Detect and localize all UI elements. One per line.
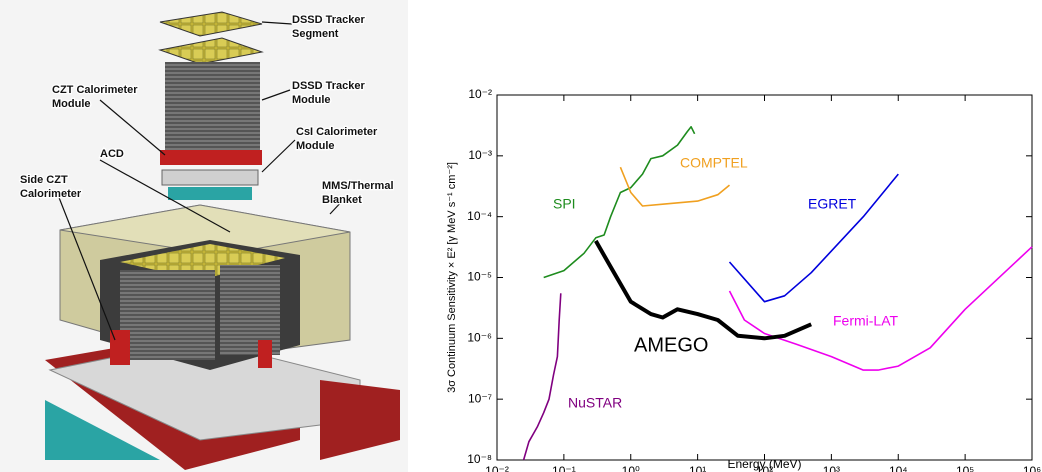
x-tick-label: 10⁰ (622, 464, 640, 472)
y-tick-label: 10⁻⁵ (467, 270, 492, 284)
series-label: AMEGO (634, 334, 708, 356)
callout-label: DSSD Tracker (292, 80, 365, 92)
series-line (620, 167, 729, 206)
series-label: NuSTAR (568, 395, 622, 411)
callout-label: CZT Calorimeter (52, 84, 138, 96)
series-line (524, 293, 561, 460)
callout-label: Segment (292, 28, 339, 40)
y-tick-label: 10⁻⁸ (467, 452, 492, 466)
series-line (596, 241, 811, 338)
series-line (730, 247, 1033, 370)
x-tick-label: 10⁶ (1023, 464, 1041, 472)
x-tick-label: 10³ (823, 464, 840, 472)
y-axis-label: 3σ Continuum Sensitivity × E² [γ MeV s⁻¹… (446, 162, 458, 393)
callout-label: DSSD Tracker (292, 14, 365, 26)
series-label: EGRET (808, 196, 857, 212)
y-tick-label: 10⁻⁷ (468, 391, 492, 405)
y-tick-label: 10⁻³ (468, 148, 492, 162)
callout-label: Blanket (322, 194, 362, 206)
x-tick-label: 10⁵ (956, 464, 974, 472)
callout-label: Module (292, 94, 331, 106)
series-line (730, 174, 899, 302)
callout-label: CsI Calorimeter (296, 126, 378, 138)
x-axis-label: Energy (MeV) (727, 457, 801, 471)
y-tick-label: 10⁻⁴ (467, 209, 492, 223)
x-tick-label: 10⁴ (889, 464, 908, 472)
y-tick-label: 10⁻² (468, 87, 492, 101)
series-label: COMPTEL (680, 155, 748, 171)
callout-label: Module (52, 98, 91, 110)
x-tick-label: 10¹ (689, 464, 706, 472)
callout-label: MMS/Thermal (322, 180, 394, 192)
callout-label: Calorimeter (20, 188, 82, 200)
callout-label: Side CZT (20, 174, 68, 186)
callout-label: ACD (100, 148, 124, 160)
x-tick-label: 10⁻¹ (552, 464, 576, 472)
series-label: Fermi-LAT (833, 313, 899, 329)
y-tick-label: 10⁻⁶ (467, 331, 492, 345)
instrument-render (0, 0, 408, 472)
series-label: SPI (553, 196, 576, 212)
figure: DSSD Tracker Segment DSSD Tracker Module CZT… (0, 0, 1042, 472)
callout-label: Module (296, 140, 335, 152)
